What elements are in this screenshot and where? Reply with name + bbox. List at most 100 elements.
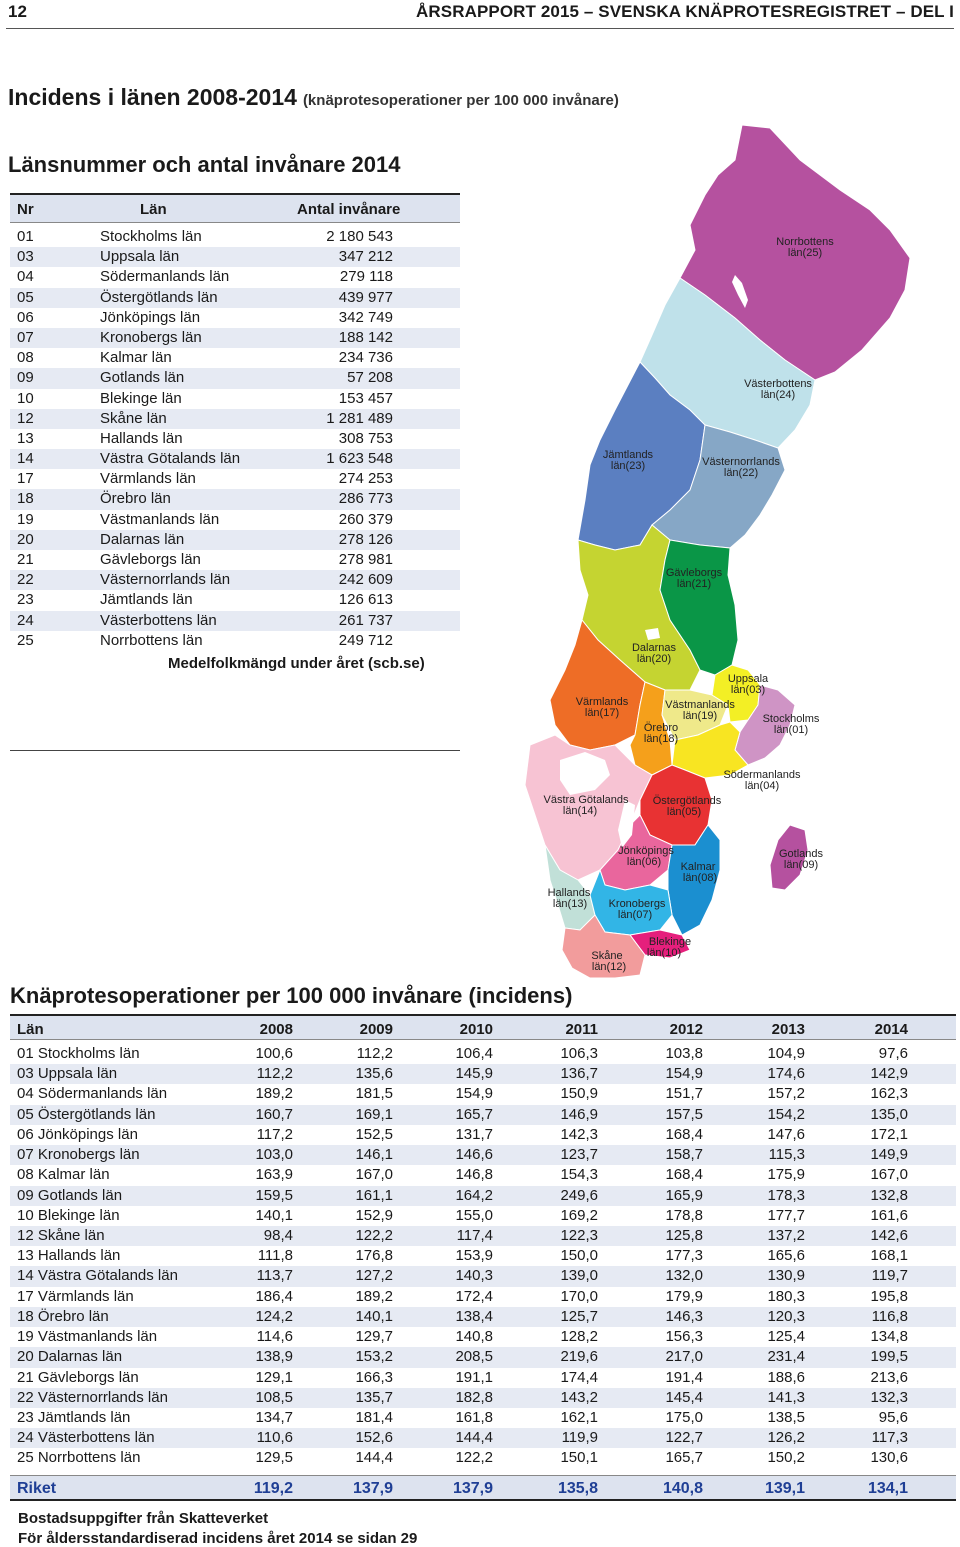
incidence-value: 153,9 <box>455 1247 493 1265</box>
county-row: 25 Norrbottens län 249 712 <box>10 631 460 651</box>
county-number: 14 <box>17 450 34 468</box>
incidence-value: 174,6 <box>767 1065 805 1083</box>
incidence-value: 135,7 <box>355 1388 393 1406</box>
incidence-value: 146,3 <box>665 1307 703 1325</box>
county-row: 14 Västra Götalands län 1 623 548 <box>10 449 460 470</box>
map-region-skane <box>561 914 646 979</box>
header-year: 2010 <box>459 1021 493 1038</box>
incidence-value: 162,1 <box>560 1408 598 1426</box>
incidence-county: 12 Skåne län <box>17 1226 105 1244</box>
incidence-value: 140,8 <box>455 1328 493 1346</box>
county-population-table: Nr Län Antal invånare 01 Stockholms län 2 … <box>10 193 460 672</box>
county-population: 261 737 <box>338 611 393 629</box>
incidence-row: 12 Skåne län 98,4 122,2 117,4 122,3 125,8 137,… <box>10 1225 956 1247</box>
page-number: 12 <box>8 2 27 21</box>
incidence-value: 231,4 <box>767 1348 805 1366</box>
report-title: ÅRSRAPPORT 2015 – SVENSKA KNÄPROTESREGIS… <box>416 2 954 21</box>
incidence-value: 191,4 <box>665 1368 703 1386</box>
county-name: Värmlands län <box>100 470 196 488</box>
incidence-value: 217,0 <box>665 1348 703 1366</box>
county-row: 03 Uppsala län 347 212 <box>10 247 460 268</box>
total-value: 140,8 <box>662 1479 703 1497</box>
incidence-value: 104,9 <box>767 1045 805 1062</box>
incidence-value: 128,2 <box>560 1328 598 1346</box>
county-row: 05 Östergötlands län 439 977 <box>10 287 460 308</box>
incidence-value: 154,9 <box>665 1065 703 1083</box>
incidence-value: 150,9 <box>560 1085 598 1103</box>
incidence-value: 115,3 <box>768 1146 805 1164</box>
incidence-value: 125,4 <box>767 1328 805 1346</box>
map-svg: Norrbottens län(25) Västerbottens län(24) … <box>524 124 911 979</box>
map-region-gotland <box>769 824 809 891</box>
incidence-row: 18 Örebro län 124,2 140,1 138,4 125,7 146,3 12… <box>10 1306 956 1328</box>
county-row: 01 Stockholms län 2 180 543 <box>10 227 460 247</box>
county-population: 260 379 <box>338 510 393 528</box>
county-table-bottom-rule <box>10 750 460 751</box>
incidence-value: 249,6 <box>560 1186 598 1204</box>
lake-norrbotten <box>732 275 748 308</box>
incidence-value: 161,8 <box>455 1408 493 1426</box>
county-name: Norrbottens län <box>100 631 203 649</box>
label-halland: Hallands län(13) <box>548 887 591 910</box>
incidence-value: 97,6 <box>878 1045 908 1062</box>
incidence-value: 160,7 <box>255 1105 293 1123</box>
label-vasterbotten: Västerbottens län(24) <box>744 378 812 401</box>
incidence-value: 103,0 <box>255 1146 293 1164</box>
header-year: 2011 <box>565 1021 598 1038</box>
county-row: 17 Värmlands län 274 253 <box>10 469 460 489</box>
county-number: 08 <box>17 349 34 367</box>
incidence-value: 188,6 <box>767 1368 805 1386</box>
incidence-value: 161,6 <box>870 1206 908 1224</box>
county-number: 21 <box>17 551 34 568</box>
incidence-value: 116,8 <box>871 1307 908 1325</box>
county-name: Västernorrlands län <box>100 571 231 589</box>
county-name: Jämtlands län <box>100 591 193 609</box>
incidence-row: 24 Västerbottens län 110,6 152,6 144,4 119,9… <box>10 1428 956 1449</box>
county-number: 09 <box>17 369 34 387</box>
incidence-value: 195,8 <box>870 1287 908 1305</box>
total-value: 139,1 <box>764 1479 805 1497</box>
incidence-value: 166,3 <box>355 1368 393 1386</box>
incidence-row: 08 Kalmar län 163,9 167,0 146,8 154,3 168,4 17… <box>10 1165 956 1185</box>
incidence-value: 199,5 <box>870 1348 908 1366</box>
label-kronoberg: Kronobergs län(07) <box>609 898 666 921</box>
label-jamtland: Jämtlands län(23) <box>603 449 654 472</box>
incidence-county: 25 Norrbottens län <box>17 1449 141 1467</box>
incidence-row: 01 Stockholms län 100,6 112,2 106,4 106,3 103… <box>10 1044 956 1064</box>
incidence-table: Län 2008 2009 2010 2011 2012 2013 2014 01 Stock… <box>10 1014 956 1501</box>
incidence-value: 189,2 <box>355 1287 393 1305</box>
incidence-value: 146,9 <box>560 1105 598 1123</box>
county-number: 07 <box>17 328 34 346</box>
incidence-total-row: Riket 119,2 137,9 137,9 135,8 140,8 139,1 134,1 <box>10 1474 956 1501</box>
incidence-value: 127,2 <box>355 1267 393 1285</box>
county-table-header: Nr Län Antal invånare <box>10 193 460 223</box>
incidence-value: 134,8 <box>870 1328 908 1346</box>
incidence-value: 152,9 <box>355 1206 393 1224</box>
incidence-value: 125,8 <box>665 1226 703 1244</box>
incidence-value: 168,4 <box>665 1125 703 1143</box>
label-gotland: Gotlands län(09) <box>779 848 824 871</box>
label-sodermanland: Södermanlands län(04) <box>723 769 801 792</box>
incidence-row: 19 Västmanlands län 114,6 129,7 140,8 128,2 1… <box>10 1327 956 1347</box>
incidence-value: 150,1 <box>560 1449 598 1467</box>
county-population: 2 180 543 <box>326 228 393 245</box>
map-region-stockholm <box>734 684 796 766</box>
county-number: 22 <box>17 571 34 589</box>
incidence-value: 132,8 <box>870 1186 908 1204</box>
incidence-value: 112,2 <box>256 1065 293 1083</box>
incidence-value: 189,2 <box>255 1085 293 1103</box>
county-name: Jönköpings län <box>100 308 201 326</box>
incidence-value: 106,4 <box>455 1045 493 1062</box>
incidence-value: 146,6 <box>455 1146 493 1164</box>
incidence-value: 164,2 <box>455 1186 493 1204</box>
incidence-value: 122,7 <box>665 1429 703 1447</box>
incidence-row: 10 Blekinge län 140,1 152,9 155,0 169,2 178,8… <box>10 1206 956 1226</box>
incidence-value: 155,0 <box>455 1206 493 1224</box>
footnote-housing-source: Bostadsuppgifter från Skatteverket <box>18 1510 269 1527</box>
incidence-value: 135,6 <box>355 1065 393 1083</box>
incidence-value: 132,0 <box>665 1267 703 1285</box>
incidence-value: 172,4 <box>455 1287 493 1305</box>
incidence-value: 117,4 <box>456 1226 493 1244</box>
incidence-value: 219,6 <box>560 1348 598 1366</box>
county-number: 19 <box>17 510 34 528</box>
